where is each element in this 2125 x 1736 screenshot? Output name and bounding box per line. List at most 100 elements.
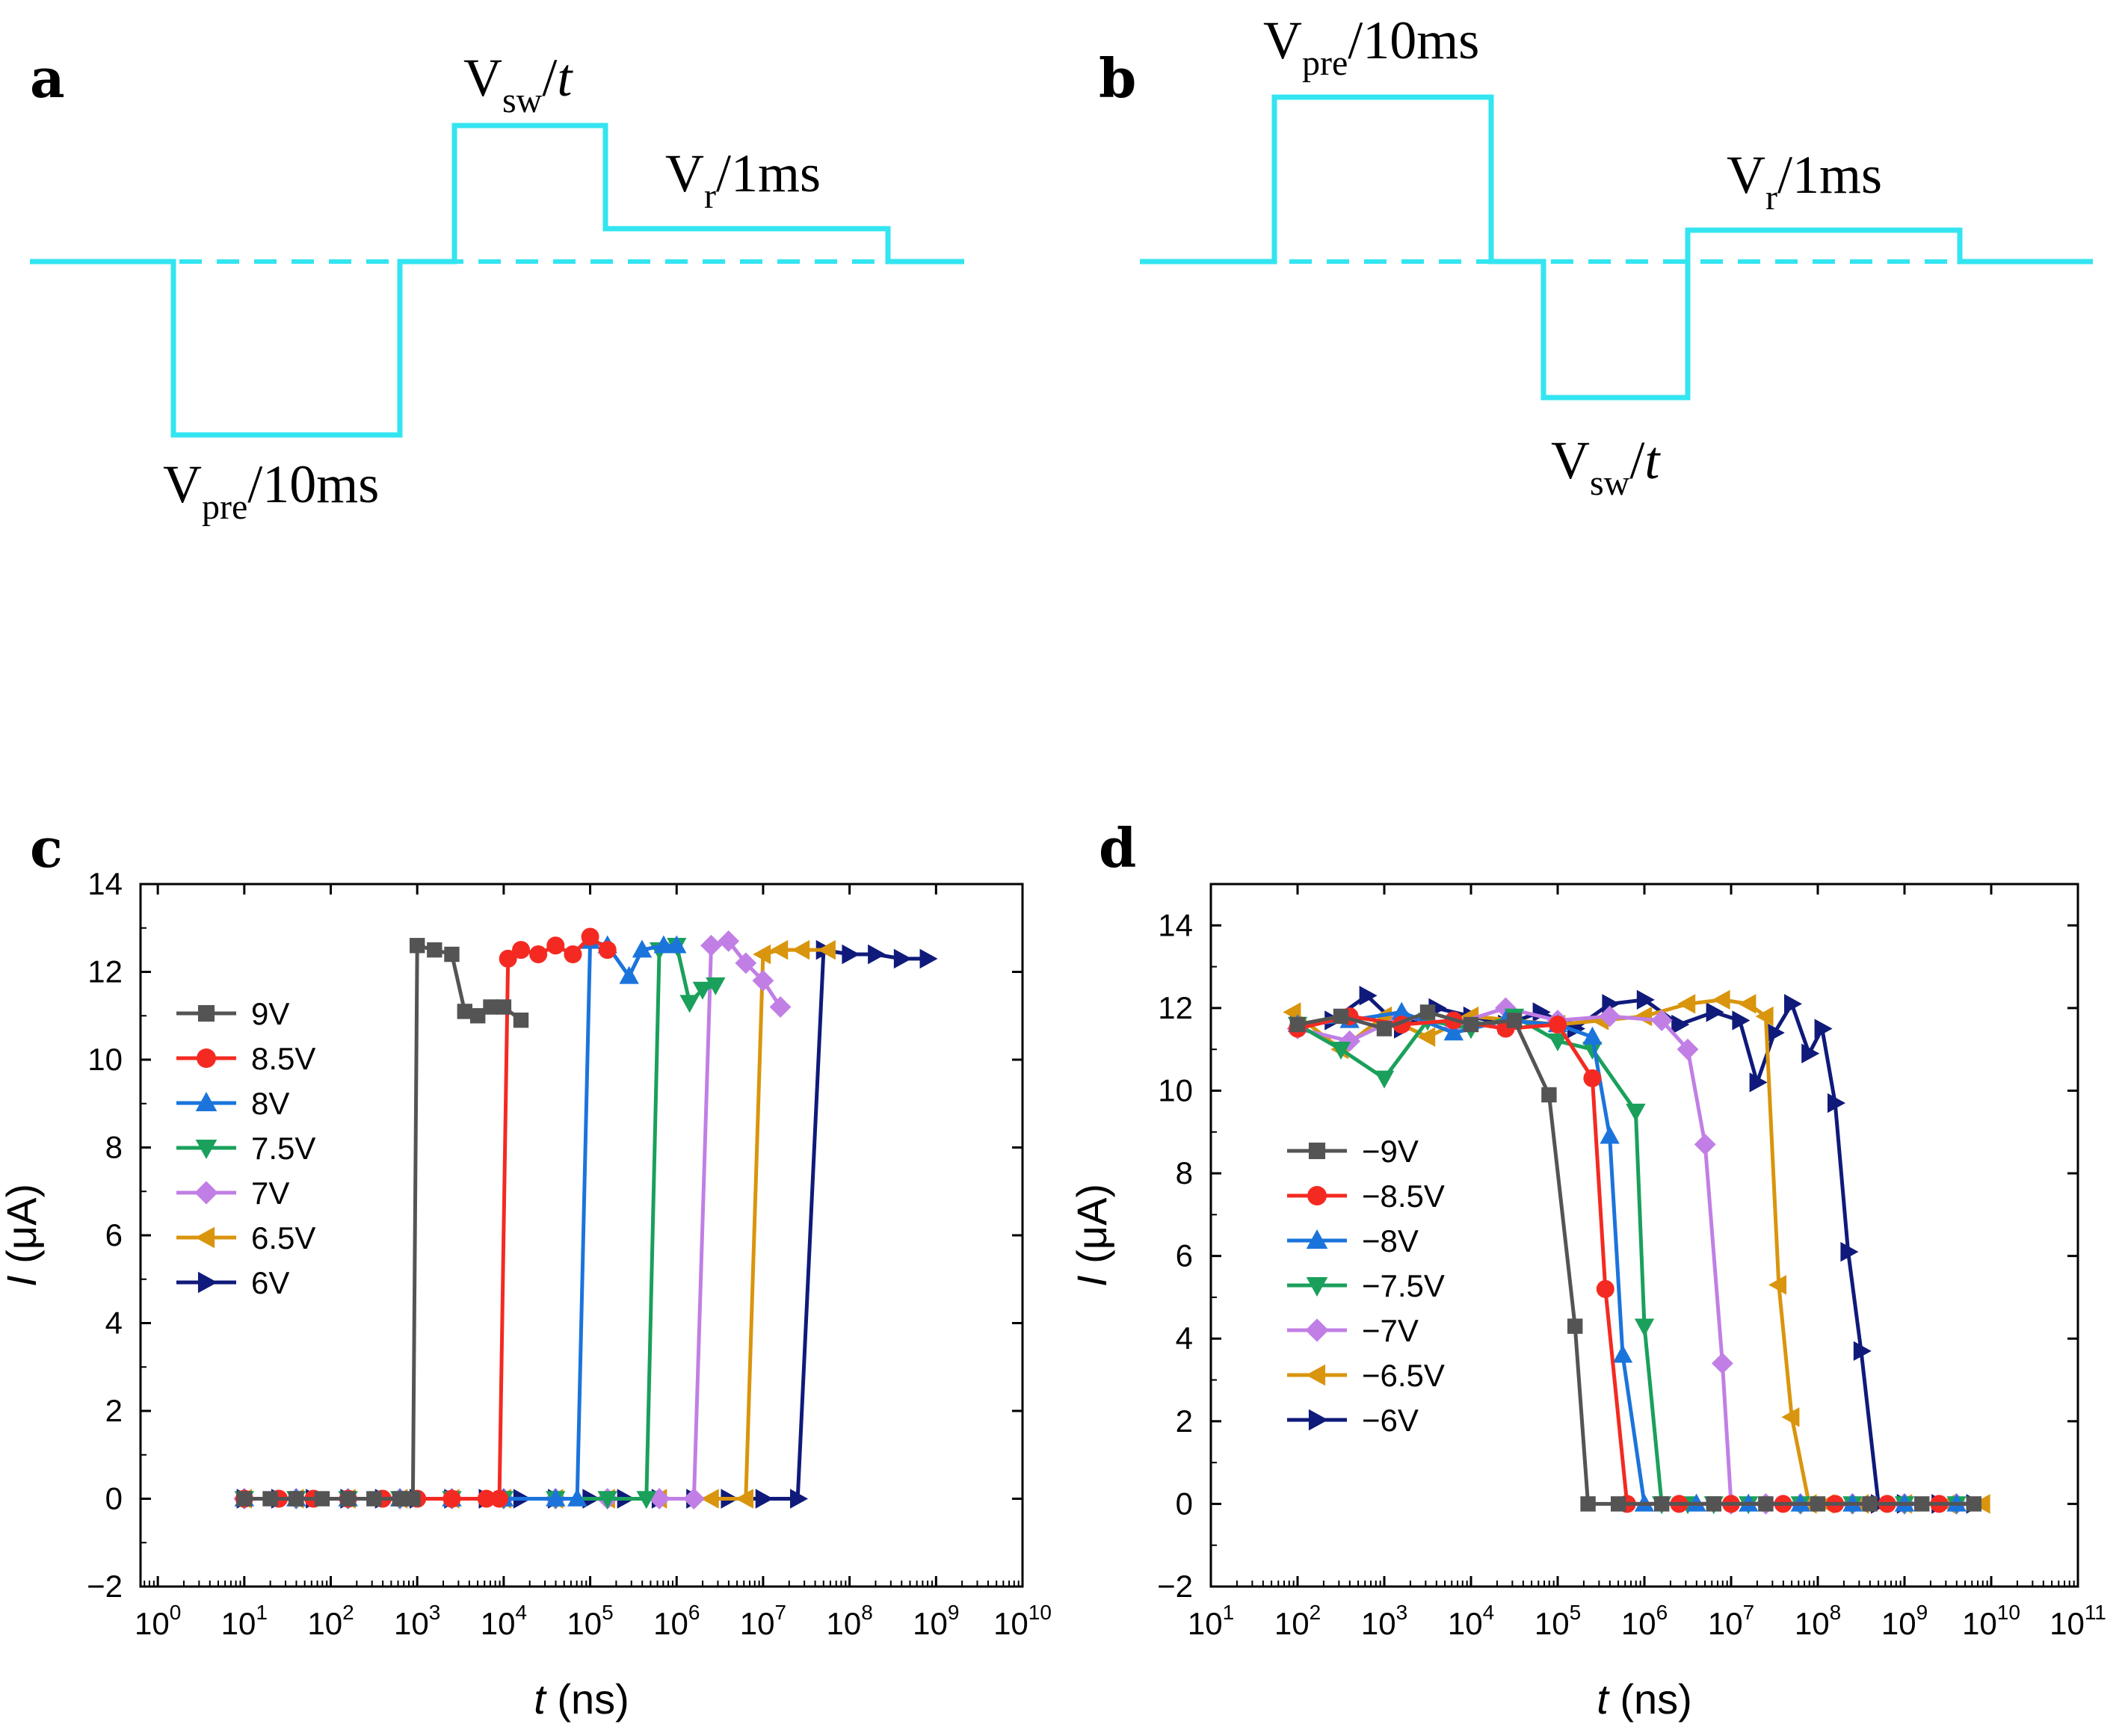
x-tick-label: 1011 [2050, 1601, 2106, 1641]
y-tick-label: −2 [1157, 1569, 1193, 1604]
series-8.5V [235, 927, 617, 1508]
legend-marker [1307, 1186, 1327, 1205]
legend-item: −7.5V [1287, 1268, 1445, 1303]
series-9V [236, 938, 529, 1507]
data-point [1862, 1496, 1878, 1512]
y-tick-label: 12 [1158, 990, 1193, 1025]
legend-marker [195, 1139, 218, 1159]
data-point [842, 944, 860, 965]
data-point [679, 995, 700, 1013]
data-point [1636, 989, 1655, 1010]
x-tick-label: 103 [394, 1601, 440, 1641]
data-point [1694, 1133, 1716, 1155]
y-tick-label: 0 [1176, 1486, 1193, 1521]
data-point [1840, 1241, 1859, 1262]
data-point [1599, 1005, 1620, 1028]
waveform-b-sw-label: Vsw/t [1551, 430, 1661, 503]
legend-item: −9V [1287, 1134, 1419, 1169]
y-axis-ticks: −2 0 2 4 6 8 10 12 14 [1157, 883, 2078, 1604]
data-point [817, 939, 836, 960]
series-−7.5V [1287, 1008, 1967, 1515]
legend-item: −8.5V [1287, 1179, 1445, 1214]
waveform-a-sw-label: Vsw/t [463, 48, 573, 120]
legend-item: 6.5V [176, 1220, 315, 1255]
y-tick-label: 6 [105, 1217, 123, 1252]
legend-marker [1306, 1229, 1328, 1250]
data-point [236, 1491, 253, 1507]
data-point [581, 927, 599, 946]
data-point [735, 952, 757, 974]
series-group [233, 927, 938, 1510]
data-point [1766, 1022, 1785, 1043]
data-point [1392, 1001, 1412, 1020]
data-point [1463, 1016, 1479, 1033]
data-point [546, 936, 565, 955]
series-line [244, 948, 828, 1501]
data-point [1612, 1344, 1633, 1363]
legend-marker [197, 1048, 216, 1068]
y-axis-title: I (μA) [1068, 1184, 1115, 1287]
data-point [444, 946, 460, 963]
legend-marker [195, 1092, 218, 1112]
data-point [598, 941, 617, 960]
data-point [1567, 1318, 1583, 1334]
waveform-a-pulse [30, 123, 964, 438]
data-point [469, 1008, 486, 1024]
data-point [667, 935, 687, 954]
data-point [1417, 1027, 1436, 1047]
data-point [700, 1489, 719, 1509]
data-point [564, 945, 582, 963]
data-point [289, 1491, 304, 1507]
chart-panel-c: 100 101 102 103 104 105 106 107 108 109 1010−20246… [0, 866, 1052, 1723]
panel-label-d: d [1099, 816, 1136, 880]
y-tick-label: −2 [87, 1569, 123, 1604]
y-tick-label: 4 [1176, 1320, 1193, 1356]
legend-marker [1308, 1409, 1328, 1431]
x-tick-label: 101 [1188, 1601, 1234, 1641]
data-point [1755, 1006, 1774, 1027]
x-axis-ticks: 100 101 102 103 104 105 106 107 108 109 1010 [135, 884, 1052, 1641]
data-point [366, 1491, 382, 1507]
data-point [483, 999, 499, 1015]
legend-label: 9V [251, 996, 289, 1031]
data-point [1611, 1496, 1626, 1512]
data-point [1549, 1016, 1567, 1034]
legend-label: 8V [251, 1086, 289, 1121]
data-point [567, 1488, 587, 1507]
data-point [490, 1489, 509, 1508]
data-point [512, 941, 531, 960]
data-point [1419, 1004, 1436, 1020]
legend-marker [1306, 1276, 1328, 1297]
y-axis-ticks: −2 0 2 4 6 8 10 12 14 [87, 866, 1023, 1604]
legend-label: −8.5V [1362, 1179, 1445, 1214]
legend-label: 7.5V [251, 1131, 315, 1166]
legend-marker [195, 1226, 215, 1249]
y-tick-label: 2 [105, 1393, 123, 1428]
x-tick-label: 104 [1448, 1601, 1494, 1641]
data-point [893, 948, 912, 969]
data-point [1712, 989, 1730, 1010]
x-tick-label: 107 [740, 1601, 786, 1641]
data-point [1781, 1407, 1800, 1427]
data-point [314, 1491, 330, 1507]
data-point [1749, 1072, 1768, 1093]
x-tick-label: 106 [653, 1601, 700, 1641]
data-point [1853, 1341, 1872, 1362]
x-tick-label: 105 [567, 1601, 613, 1641]
data-point [513, 1012, 529, 1028]
data-point [1784, 994, 1802, 1014]
x-tick-label: 101 [221, 1601, 268, 1641]
data-point [1506, 1013, 1523, 1028]
data-point [477, 1489, 496, 1508]
x-tick-label: 102 [307, 1601, 354, 1641]
data-point [427, 942, 442, 958]
legend-label: −6.5V [1362, 1358, 1445, 1393]
data-point [735, 1489, 754, 1509]
waveform-b: Vpre/10ms Vsw/t Vr/1ms [1140, 10, 2093, 503]
legend-label: −8V [1362, 1223, 1419, 1258]
y-tick-label: 2 [1176, 1403, 1193, 1439]
legend-label: 6V [251, 1265, 289, 1300]
legend-item: −7V [1287, 1313, 1419, 1348]
data-point [405, 1491, 421, 1507]
